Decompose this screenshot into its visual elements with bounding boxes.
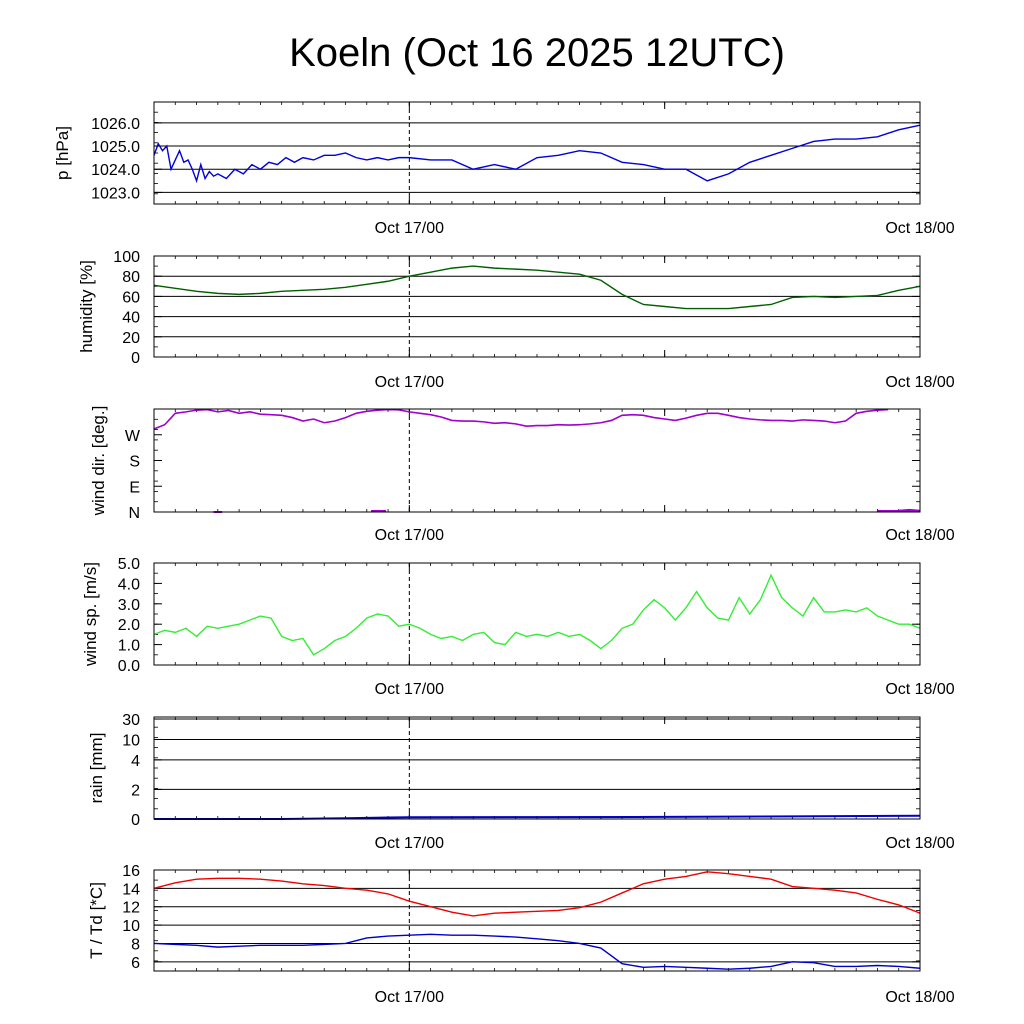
panel-wind_speed: 0.0 1.0 2.0 3.0 4.0 5.0 Oct 17/00 Oct 18/00 wind… <box>81 556 955 698</box>
series-dd <box>153 408 889 430</box>
x-tick-label: Oct 18/00 <box>885 989 954 1006</box>
panel-frame <box>153 101 921 205</box>
x-tick-label: Oct 18/00 <box>885 835 954 852</box>
x-tick-label: Oct 17/00 <box>375 835 444 852</box>
y-tick-label: 5.0 <box>118 556 140 573</box>
x-tick-label: Oct 17/00 <box>375 374 444 391</box>
panel-frame <box>153 716 921 820</box>
y-tick-label: 40 <box>122 310 140 327</box>
panel-rain: 0 2 4 10 30 Oct 17/00 Oct 18/00 rain [mm] <box>87 712 955 852</box>
series-rh <box>153 265 921 310</box>
x-tick-label: Oct 18/00 <box>885 220 954 237</box>
panel-frame <box>153 562 921 666</box>
y-tick-label: 12 <box>122 900 140 917</box>
y-tick-label: 10 <box>122 732 140 749</box>
y-tick-label: 0 <box>131 350 140 367</box>
y-tick-label: 80 <box>122 269 140 286</box>
panel-humidity: 0 20 40 60 80 100 Oct 17/00 Oct 18/00 humidity [… <box>77 249 955 391</box>
series-T <box>153 871 921 917</box>
y-tick-label: 100 <box>113 249 140 266</box>
panel-frame <box>153 869 921 972</box>
y-tick-label: W <box>125 428 141 445</box>
y-tick-label: 1024.0 <box>91 162 140 179</box>
panel-frame <box>153 255 921 358</box>
x-tick-label: Oct 18/00 <box>885 681 954 698</box>
y-tick-label: 8 <box>131 936 140 953</box>
y-tick-label: 3.0 <box>118 597 140 614</box>
y-axis-label: T / Td [*C] <box>87 882 106 959</box>
y-tick-label: 0 <box>131 812 140 829</box>
y-tick-label: 60 <box>122 289 140 306</box>
y-tick-label: 6 <box>131 955 140 972</box>
y-tick-label: 1026.0 <box>91 116 140 133</box>
x-tick-label: Oct 17/00 <box>375 527 444 544</box>
x-tick-label: Oct 17/00 <box>375 681 444 698</box>
panel-frame <box>153 408 921 513</box>
y-tick-label: N <box>128 505 140 522</box>
x-tick-label: Oct 17/00 <box>375 220 444 237</box>
panel-pressure: 1023.0 1024.0 1025.0 1026.0 Oct 17/00 Oct 18/… <box>53 101 955 237</box>
series-Td <box>153 933 921 970</box>
y-tick-label: 1023.0 <box>91 185 140 202</box>
x-tick-label: Oct 18/00 <box>885 527 954 544</box>
y-axis-label: wind sp. [m/s] <box>81 562 100 667</box>
y-axis-label: p [hPa] <box>53 126 72 180</box>
y-tick-label: 16 <box>122 863 140 880</box>
y-tick-label: 10 <box>122 918 140 935</box>
y-tick-label: 0.0 <box>118 658 140 675</box>
series-ff <box>153 573 921 656</box>
y-tick-label: 30 <box>122 712 140 729</box>
chart-title: Koeln (Oct 16 2025 12UTC) <box>289 31 785 75</box>
y-tick-label: 2 <box>131 782 140 799</box>
x-tick-label: Oct 18/00 <box>885 374 954 391</box>
y-tick-label: S <box>129 454 140 471</box>
y-tick-label: 14 <box>122 881 140 898</box>
series-p <box>153 124 921 184</box>
y-tick-label: 20 <box>122 330 140 347</box>
y-tick-label: 4.0 <box>118 576 140 593</box>
x-tick-label: Oct 17/00 <box>375 989 444 1006</box>
y-tick-label: 1025.0 <box>91 139 140 156</box>
y-axis-label: humidity [%] <box>77 260 96 353</box>
y-tick-label: 1.0 <box>118 638 140 655</box>
y-tick-label: E <box>129 479 140 496</box>
y-tick-label: 2.0 <box>118 617 140 634</box>
y-tick-label: 4 <box>131 753 140 770</box>
y-axis-label: rain [mm] <box>87 733 106 804</box>
y-axis-label: wind dir. [deg.] <box>89 406 108 517</box>
